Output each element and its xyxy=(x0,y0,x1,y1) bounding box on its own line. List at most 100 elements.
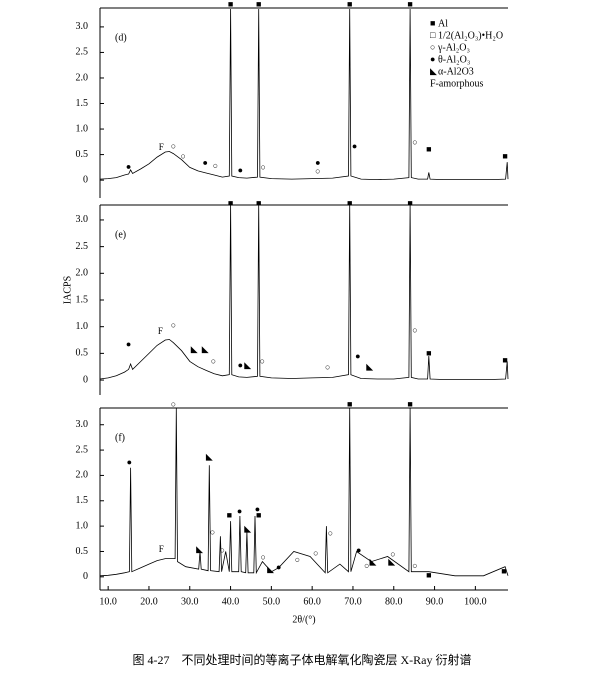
y-tick-label: 3.0 xyxy=(76,419,89,430)
peak-marker: ○ xyxy=(412,137,417,147)
peak-marker: ○ xyxy=(412,325,417,335)
y-tick-label: 2.0 xyxy=(76,470,89,481)
peak-marker: ◣ xyxy=(244,524,251,534)
peak-marker: ■ xyxy=(347,0,352,9)
peak-marker: ○ xyxy=(328,528,333,538)
peak-marker: F xyxy=(159,142,164,152)
legend-label: F-amorphous xyxy=(430,78,483,89)
x-axis-label: 2θ/(°) xyxy=(292,614,315,625)
y-tick-label: 1.0 xyxy=(76,123,89,134)
peak-marker: ○ xyxy=(171,320,176,330)
peak-marker: ■ xyxy=(407,198,412,208)
peak-marker: F xyxy=(159,544,164,554)
y-tick-label: 1.0 xyxy=(76,321,89,332)
legend-symbol: ○ xyxy=(430,42,435,52)
y-tick-label: 2.0 xyxy=(76,72,89,83)
x-tick-label: 30.0 xyxy=(181,596,199,607)
legend-symbol: □ xyxy=(430,30,436,40)
x-tick-label: 90.0 xyxy=(426,596,444,607)
peak-marker: ○ xyxy=(171,399,176,409)
y-tick-label: 0.5 xyxy=(76,546,89,557)
peak-marker: ● xyxy=(127,457,132,467)
peak-marker: ○ xyxy=(364,561,369,571)
legend-symbol: ■ xyxy=(430,18,435,28)
y-tick-label: 2.0 xyxy=(76,268,89,279)
spectrum-line xyxy=(99,8,509,181)
spectrum-line xyxy=(99,203,509,380)
y-tick-label: 0.5 xyxy=(76,348,89,359)
peak-marker: ◣ xyxy=(191,344,198,354)
peak-marker: ■ xyxy=(407,399,412,409)
peak-marker: ■ xyxy=(407,0,412,9)
peak-marker: ◣ xyxy=(202,344,209,354)
peak-marker: ◣ xyxy=(366,361,373,371)
peak-marker: ■ xyxy=(426,570,431,580)
peak-marker: ○ xyxy=(325,362,330,372)
peak-marker: ● xyxy=(237,506,242,516)
peak-marker: ○ xyxy=(313,548,318,558)
peak-marker: ○ xyxy=(295,555,300,565)
legend-label: γ-Al₂O₃ xyxy=(437,42,470,53)
legend-label: θ-Al₂O₃ xyxy=(438,54,470,65)
peak-marker: ○ xyxy=(171,141,176,151)
peak-marker: ■ xyxy=(426,348,431,358)
peak-marker: ● xyxy=(255,504,260,514)
peak-marker: ○ xyxy=(412,561,417,571)
peak-marker: ○ xyxy=(220,545,225,555)
peak-marker: F xyxy=(158,326,163,336)
peak-marker: ○ xyxy=(390,549,395,559)
peak-marker: ○ xyxy=(260,162,265,172)
panel-label: (d) xyxy=(115,32,127,43)
legend-label: Al xyxy=(438,18,448,29)
caption: 图 4-27 不同处理时间的等离子体电解氧化陶瓷层 X-Ray 衍射谱 xyxy=(133,652,472,667)
peak-marker: ◣ xyxy=(388,557,395,567)
x-tick-label: 80.0 xyxy=(385,596,403,607)
x-tick-label: 50.0 xyxy=(263,596,281,607)
peak-marker: ○ xyxy=(213,160,218,170)
peak-marker: ◣ xyxy=(369,557,376,567)
spectrum-line xyxy=(99,407,509,577)
panel-label: (e) xyxy=(115,229,126,240)
x-tick-label: 100.0 xyxy=(464,596,487,607)
peak-marker: ● xyxy=(203,157,208,167)
y-tick-label: 1.5 xyxy=(76,98,89,109)
peak-marker: ■ xyxy=(256,0,261,9)
y-tick-label: 0.5 xyxy=(76,149,89,160)
y-tick-label: 1.5 xyxy=(76,495,89,506)
peak-marker: ■ xyxy=(347,399,352,409)
peak-marker: ● xyxy=(126,339,131,349)
x-tick-label: 70.0 xyxy=(344,596,362,607)
legend-label: 1/2(Al₂O₃)•H₂O xyxy=(438,30,503,41)
legend-symbol: ◣ xyxy=(430,66,437,76)
x-tick-label: 60.0 xyxy=(303,596,321,607)
y-tick-label: 0 xyxy=(83,374,88,385)
peak-marker: ● xyxy=(355,351,360,361)
y-tick-label: 2.5 xyxy=(76,47,89,58)
y-tick-label: 1.0 xyxy=(76,520,89,531)
peak-marker: ◣ xyxy=(267,564,274,574)
y-tick-label: 3.0 xyxy=(76,214,89,225)
y-tick-label: 0 xyxy=(83,174,88,185)
peak-marker: ■ xyxy=(256,198,261,208)
peak-marker: ○ xyxy=(260,552,265,562)
peak-marker: ● xyxy=(238,360,243,370)
peak-marker: ○ xyxy=(260,356,265,366)
peak-marker: ○ xyxy=(181,151,186,161)
peak-marker: ○ xyxy=(210,527,215,537)
peak-marker: ● xyxy=(276,562,281,572)
legend-label: α-Al2O3 xyxy=(438,66,474,77)
peak-marker: ● xyxy=(315,157,320,167)
peak-marker: ◣ xyxy=(206,452,213,462)
peak-marker: ■ xyxy=(502,151,507,161)
peak-marker: ● xyxy=(126,161,131,171)
peak-marker: ● xyxy=(352,141,357,151)
peak-marker: ○ xyxy=(211,356,216,366)
peak-marker: ■ xyxy=(228,0,233,9)
peak-marker: ■ xyxy=(228,198,233,208)
peak-marker: ◣ xyxy=(244,360,251,370)
y-tick-label: 0 xyxy=(83,571,88,582)
peak-marker: ■ xyxy=(426,144,431,154)
y-tick-label: 2.5 xyxy=(76,444,89,455)
x-tick-label: 20.0 xyxy=(140,596,158,607)
